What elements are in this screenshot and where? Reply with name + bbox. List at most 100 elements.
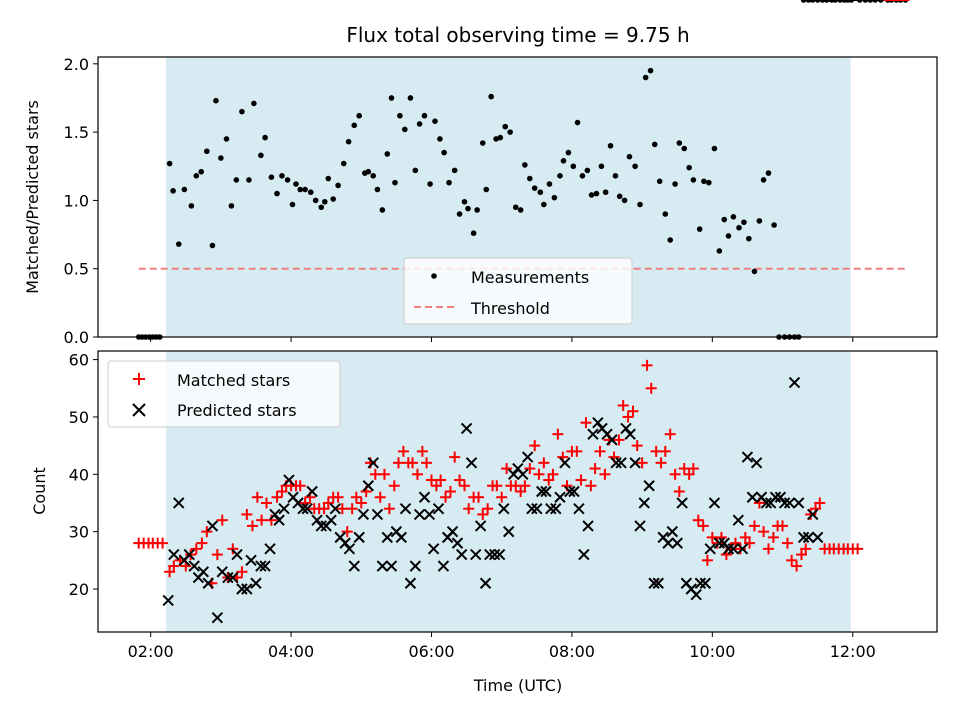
measurement-point	[771, 222, 777, 228]
measurement-point	[701, 178, 707, 185]
matched-star-point	[575, 474, 587, 486]
predicted-star-point	[578, 548, 590, 561]
predicted-star-point	[610, 457, 622, 469]
matched-star-point	[164, 566, 176, 578]
x-tick-label: 12:00	[830, 642, 876, 661]
predicted-star-point	[311, 514, 323, 526]
chart-title: Flux total observing time = 9.75 h	[346, 23, 689, 47]
matched-star-point	[697, 520, 709, 532]
predicted-star-point	[437, 560, 450, 572]
measurement-point	[325, 175, 332, 182]
predicted-star-point	[550, 502, 562, 515]
measurement-point	[686, 164, 692, 171]
predicted-star-point	[792, 497, 805, 509]
predicted-star-point	[409, 560, 422, 572]
matched-star-point	[701, 554, 713, 566]
measurement-point	[175, 241, 182, 247]
predicted-star-point	[188, 560, 200, 572]
matched-star-point	[547, 468, 559, 480]
predicted-star-point	[173, 497, 185, 509]
top-plot-frame	[97, 56, 938, 338]
matched-star-point	[251, 491, 263, 503]
measurement-point	[512, 204, 519, 211]
measurement-point	[170, 188, 176, 194]
measurement-point	[330, 196, 337, 202]
predicted-star-point	[587, 428, 599, 440]
predicted-star-point	[774, 491, 787, 503]
predicted-star-point	[273, 514, 285, 526]
predicted-star-point	[629, 457, 641, 469]
predicted-star-point	[479, 577, 492, 589]
measurement-point	[721, 216, 728, 223]
measurement-point	[621, 197, 628, 204]
predicted-star-point	[353, 531, 365, 544]
predicted-star-point	[236, 583, 248, 595]
measurement-point	[541, 201, 547, 208]
measurement-point	[193, 173, 200, 179]
measurement-point	[632, 163, 638, 170]
matched-stars-series	[133, 0, 910, 589]
predicted-star-point	[797, 531, 810, 544]
predicted-star-point	[620, 422, 632, 435]
measurement-point	[421, 112, 428, 119]
matched-star-point	[519, 480, 531, 492]
measurement-point	[181, 186, 188, 193]
legend-measurements-marker	[431, 273, 437, 279]
legend-measurements-label: Measurements	[471, 268, 589, 287]
matched-star-point	[543, 474, 555, 486]
y-tick-label: 1.5	[64, 123, 89, 142]
matched-star-point	[397, 445, 409, 457]
predicted-star-point	[451, 537, 464, 549]
measurement-point	[565, 149, 572, 156]
predicted-star-point	[573, 502, 585, 515]
matched-star-point	[378, 468, 390, 480]
matched-star-point	[594, 445, 606, 457]
matched-star-point	[533, 468, 545, 480]
bottom-legend-box	[107, 360, 341, 428]
measurement-point	[579, 173, 586, 179]
matched-star-point	[613, 434, 625, 446]
measurement-point	[356, 112, 362, 119]
measurement-point	[166, 160, 173, 167]
x-tick-label: 10:00	[689, 642, 735, 661]
matched-star-point	[739, 531, 751, 543]
predicted-star-point	[582, 520, 594, 532]
measurement-point	[239, 108, 245, 115]
predicted-star-point	[606, 434, 618, 446]
matched-star-point	[805, 508, 817, 520]
matched-star-point	[392, 457, 404, 469]
matched-star-point	[589, 463, 601, 475]
predicted-star-point	[168, 548, 180, 561]
measurement-point	[407, 95, 414, 101]
predicted-star-point	[493, 548, 506, 561]
legend-matched-label: Matched stars	[177, 371, 290, 390]
matched-star-point	[711, 537, 723, 549]
measurement-point	[531, 185, 538, 191]
predicted-star-point	[671, 537, 683, 549]
top-y-axis-label: Matched/Predicted stars	[23, 100, 42, 294]
predicted-star-point	[264, 543, 276, 555]
matched-star-point	[411, 468, 423, 480]
predicted-star-point	[568, 485, 580, 498]
matched-star-point	[458, 480, 470, 492]
y-tick-label: 40	[69, 465, 89, 484]
matched-star-point	[491, 480, 503, 492]
measurement-point	[218, 155, 224, 161]
matched-star-point	[256, 514, 268, 526]
matched-star-point	[552, 428, 564, 440]
matched-star-point	[622, 411, 634, 423]
matched-star-point	[571, 445, 583, 457]
predicted-star-point	[278, 502, 290, 515]
predicted-star-point	[339, 537, 351, 549]
measurement-point	[588, 192, 595, 198]
top-legend: Measurements Threshold	[403, 257, 633, 325]
measurement-point	[456, 211, 463, 217]
predicted-star-point	[643, 480, 655, 492]
matched-star-point	[617, 399, 629, 411]
predicted-star-point	[241, 583, 253, 595]
matched-star-point	[791, 560, 803, 572]
matched-star-point	[795, 549, 807, 561]
matched-star-point	[241, 508, 253, 520]
measurement-point	[672, 181, 678, 187]
matched-star-point	[265, 514, 277, 526]
